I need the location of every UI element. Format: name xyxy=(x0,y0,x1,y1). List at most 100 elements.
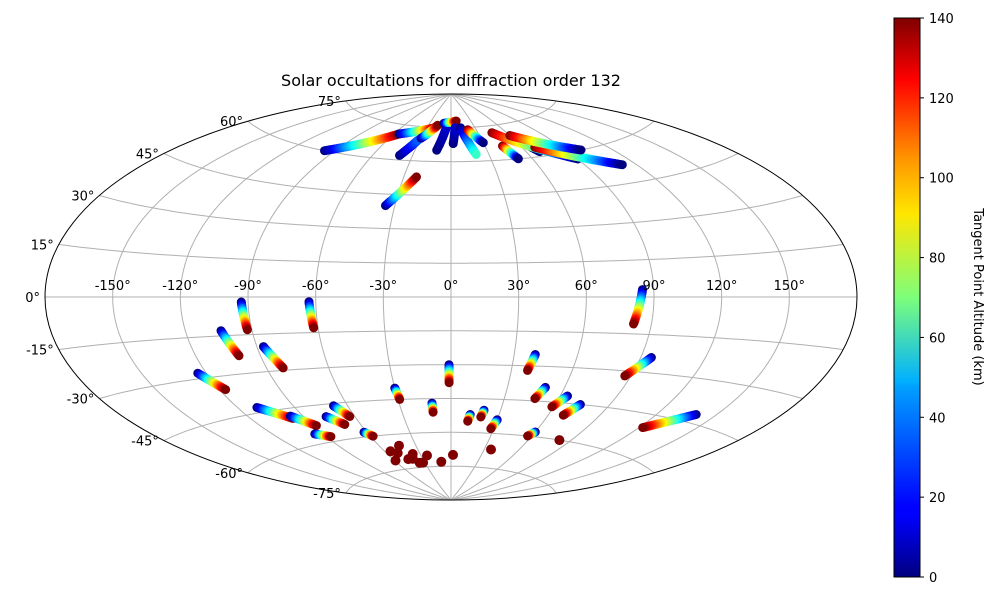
longitude-tick-label: 60° xyxy=(575,279,598,294)
occultation-track xyxy=(444,360,454,388)
latitude-tick-label: -45° xyxy=(131,435,159,450)
latitude-tick-label: 60° xyxy=(220,115,243,130)
occultation-track xyxy=(193,368,231,395)
occultation-track xyxy=(629,285,647,329)
parallel-line xyxy=(345,465,557,494)
colorbar-tick-label: 60 xyxy=(929,331,946,346)
occultation-track xyxy=(381,172,421,211)
occultation-track xyxy=(285,411,321,431)
occultation-track xyxy=(498,141,523,164)
occultation-track xyxy=(638,410,701,433)
occultation-point xyxy=(390,455,401,466)
longitude-tick-label: 30° xyxy=(507,279,530,294)
occultation-track xyxy=(359,427,378,441)
track-point xyxy=(242,325,252,335)
colorbar-ticks: 0 20 40 60 80 100 120 140 xyxy=(920,12,954,586)
track-point xyxy=(345,412,355,421)
occultation-point xyxy=(394,440,404,451)
occultation-track xyxy=(259,342,288,373)
latitude-tick-label: 45° xyxy=(136,148,159,163)
longitude-tick-label: 90° xyxy=(642,279,665,294)
longitude-tick-labels: -150° -120° -90° -60° -30° 0° 30° 60° 90° 120° 150… xyxy=(95,279,805,294)
colorbar-tick-label: 40 xyxy=(929,411,946,426)
longitude-tick-label: -150° xyxy=(95,279,131,294)
longitude-tick-label: -60° xyxy=(302,279,330,294)
occultation-point xyxy=(554,435,565,446)
colorbar: 0 20 40 60 80 100 120 140 Tangent Point Altitud… xyxy=(893,12,985,586)
occultation-track xyxy=(310,429,336,442)
occultation-point xyxy=(436,456,447,467)
longitude-tick-label: -30° xyxy=(369,279,397,294)
occultation-track xyxy=(456,123,481,159)
track-point xyxy=(340,420,350,429)
map-marks xyxy=(193,116,701,468)
track-point xyxy=(311,421,321,431)
longitude-tick-label: 150° xyxy=(774,279,805,294)
parallel-line xyxy=(58,244,844,264)
track-point xyxy=(629,319,638,329)
track-point xyxy=(309,323,319,333)
occultation-point xyxy=(422,450,432,461)
track-point xyxy=(558,410,568,420)
track-point xyxy=(234,351,244,361)
parallel-line xyxy=(247,431,655,474)
latitude-tick-label: -15° xyxy=(26,344,54,359)
track-point xyxy=(395,394,405,404)
track-point xyxy=(486,424,496,434)
colorbar-tick-label: 80 xyxy=(929,252,946,267)
colorbar-tick-label: 0 xyxy=(929,571,937,586)
occultation-track xyxy=(523,427,540,441)
occultation-track xyxy=(547,391,572,412)
map-boundary xyxy=(44,93,858,501)
track-point xyxy=(444,378,454,388)
occultation-point xyxy=(448,449,458,460)
occultation-track xyxy=(216,326,244,361)
occultation-track xyxy=(304,297,319,333)
occultation-track xyxy=(236,297,252,335)
colorbar-tick-label: 100 xyxy=(929,172,954,187)
track-point xyxy=(523,431,533,441)
chart-title: Solar occultations for diffraction order… xyxy=(281,71,621,90)
occultation-point xyxy=(486,444,496,455)
occultation-track xyxy=(439,116,461,128)
occultation-track xyxy=(321,412,350,429)
track-point xyxy=(638,423,648,433)
track-point xyxy=(576,145,586,155)
map-grid xyxy=(45,94,857,500)
parallel-line xyxy=(247,120,655,163)
occultation-track xyxy=(329,401,355,421)
latitude-tick-label: 30° xyxy=(71,190,94,205)
occultation-track xyxy=(432,123,451,155)
parallel-line xyxy=(163,153,739,196)
latitude-tick-label: -60° xyxy=(215,467,243,482)
longitude-tick-label: -120° xyxy=(162,279,198,294)
latitude-tick-label: 0° xyxy=(25,291,40,306)
colorbar-label: Tangent Point Altitude (km) xyxy=(970,207,985,385)
occultation-track xyxy=(463,410,475,426)
occultation-track xyxy=(427,398,438,417)
latitude-tick-label: 75° xyxy=(318,95,341,110)
track-point xyxy=(478,138,488,148)
track-point xyxy=(326,432,336,442)
track-point xyxy=(428,407,438,417)
colorbar-tick-label: 20 xyxy=(929,491,946,506)
track-point xyxy=(278,363,288,373)
parallel-line xyxy=(58,330,844,350)
parallel-line xyxy=(99,195,803,230)
track-point xyxy=(617,160,627,170)
occultation-track xyxy=(558,400,585,420)
longitude-tick-label: -90° xyxy=(234,279,262,294)
latitude-tick-label: -75° xyxy=(313,487,341,502)
colorbar-tick-label: 120 xyxy=(929,92,954,107)
track-point xyxy=(471,150,481,159)
longitude-tick-label: 120° xyxy=(706,279,737,294)
track-point xyxy=(513,154,523,164)
track-point xyxy=(463,416,473,426)
occultation-track xyxy=(530,382,550,404)
occultation-track xyxy=(505,131,586,155)
track-point xyxy=(620,371,630,381)
latitude-tick-label: -30° xyxy=(67,393,95,408)
track-point xyxy=(530,394,540,404)
colorbar-tick-label: 140 xyxy=(929,12,954,27)
